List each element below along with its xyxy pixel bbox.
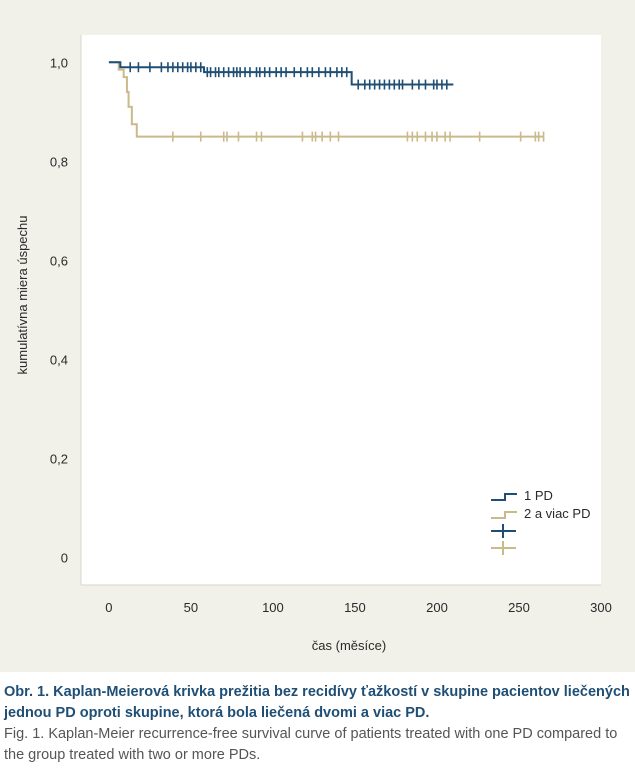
- y-tick-label: 0,8: [50, 154, 68, 169]
- survival-curve-2pd: [108, 61, 544, 138]
- y-tick-label: 0,2: [50, 452, 68, 467]
- figure-caption: Obr. 1. Kaplan-Meierová krivka prežitia …: [4, 682, 632, 766]
- y-tick-label: 0: [61, 551, 68, 566]
- x-tick-label: 0: [105, 600, 112, 615]
- x-tick-label: 200: [426, 600, 448, 615]
- legend-label-1pd: 1 PD: [524, 488, 553, 503]
- y-tick-label: 0,6: [50, 253, 68, 268]
- y-tick-labels: 0 0,2 0,4 0,6 0,8 1,0: [50, 55, 68, 565]
- y-tick-label: 1,0: [50, 55, 68, 70]
- x-tick-label: 300: [590, 600, 612, 615]
- x-tick-labels: 0 50 100 150 200 250 300: [105, 600, 612, 615]
- survival-curve-1pd: [108, 61, 454, 86]
- x-tick-label: 100: [262, 600, 284, 615]
- legend-swatch-2pd-step: [491, 511, 517, 519]
- series-layer: [108, 61, 545, 142]
- figure-panel: 0 0,2 0,4 0,6 0,8 1,0 0 50 100 150 200 250 300 kumu…: [0, 0, 635, 672]
- legend-swatch-1pd-step: [491, 493, 517, 501]
- plot-area: [81, 35, 601, 585]
- x-tick-label: 250: [508, 600, 530, 615]
- caption-slovak: Obr. 1. Kaplan-Meierová krivka prežitia …: [4, 684, 630, 721]
- legend-label-2pd: 2 a viac PD: [524, 506, 590, 521]
- legend: 1 PD 2 a viac PD: [491, 488, 590, 555]
- y-axis-title: kumulatívna miera úspechu: [15, 216, 30, 375]
- x-axis-title: čas (měsíce): [312, 638, 386, 653]
- x-tick-label: 150: [344, 600, 366, 615]
- survival-chart: 0 0,2 0,4 0,6 0,8 1,0 0 50 100 150 200 250 300 kumu…: [15, 35, 612, 653]
- y-tick-label: 0,4: [50, 353, 68, 368]
- caption-english: Fig. 1. Kaplan-Meier recurrence-free sur…: [4, 726, 618, 763]
- x-tick-label: 50: [184, 600, 198, 615]
